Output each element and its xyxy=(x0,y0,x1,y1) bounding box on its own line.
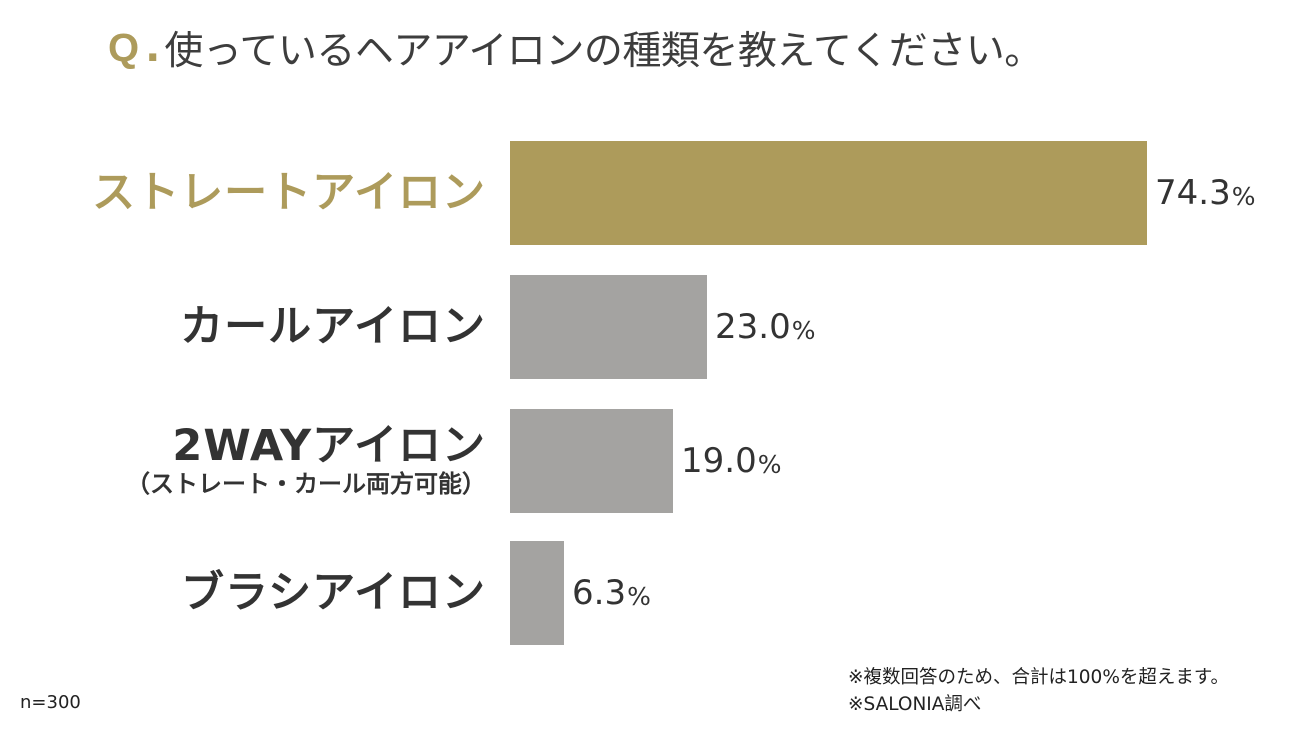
bar xyxy=(510,275,707,379)
value-label: 74.3% xyxy=(1155,141,1255,245)
category-label: ストレートアイロン xyxy=(6,141,486,245)
value-label: 19.0% xyxy=(681,409,781,513)
category-label: カールアイロン xyxy=(6,275,486,379)
category-name: 2WAYアイロン xyxy=(172,421,486,471)
category-name: カールアイロン xyxy=(180,302,486,352)
category-label: ブラシアイロン xyxy=(6,541,486,645)
percent-sign: % xyxy=(757,449,782,479)
value-number: 6.3 xyxy=(572,573,627,613)
footnote-source: ※SALONIA調べ xyxy=(848,694,982,715)
percent-sign: % xyxy=(627,581,651,611)
bar xyxy=(510,541,564,645)
category-label: 2WAYアイロン （ストレート・カール両方可能） xyxy=(6,409,486,513)
footnotes: ※複数回答のため、合計は100%を超えます。 ※SALONIA調べ xyxy=(848,664,1229,718)
value-number: 74.3 xyxy=(1155,173,1231,213)
footnote-multiple-answers: ※複数回答のため、合計は100%を超えます。 xyxy=(848,667,1230,688)
question-mark-q: Q xyxy=(108,25,140,70)
category-name: ブラシアイロン xyxy=(181,568,486,618)
sample-size: n=300 xyxy=(20,692,81,713)
value-number: 19.0 xyxy=(681,441,757,481)
category-name: ストレートアイロン xyxy=(92,168,486,218)
chart-title: Q . 使っているヘアアイロンの種類を教えてください。 xyxy=(108,18,1043,78)
percent-sign: % xyxy=(1231,181,1256,211)
question-text: 使っているヘアアイロンの種類を教えてください。 xyxy=(164,29,1043,74)
bar-row: ストレートアイロン 74.3% xyxy=(0,141,1300,245)
bar-row: カールアイロン 23.0% xyxy=(0,275,1300,379)
bar xyxy=(510,141,1147,245)
value-label: 6.3% xyxy=(572,541,651,645)
category-sublabel: （ストレート・カール両方可能） xyxy=(126,470,486,498)
bar xyxy=(510,409,673,513)
bar-row: ブラシアイロン 6.3% xyxy=(0,541,1300,645)
value-label: 23.0% xyxy=(715,275,815,379)
bar-row: 2WAYアイロン （ストレート・カール両方可能） 19.0% xyxy=(0,409,1300,513)
question-dot: . xyxy=(145,25,161,71)
percent-sign: % xyxy=(791,315,816,345)
value-number: 23.0 xyxy=(715,307,791,347)
